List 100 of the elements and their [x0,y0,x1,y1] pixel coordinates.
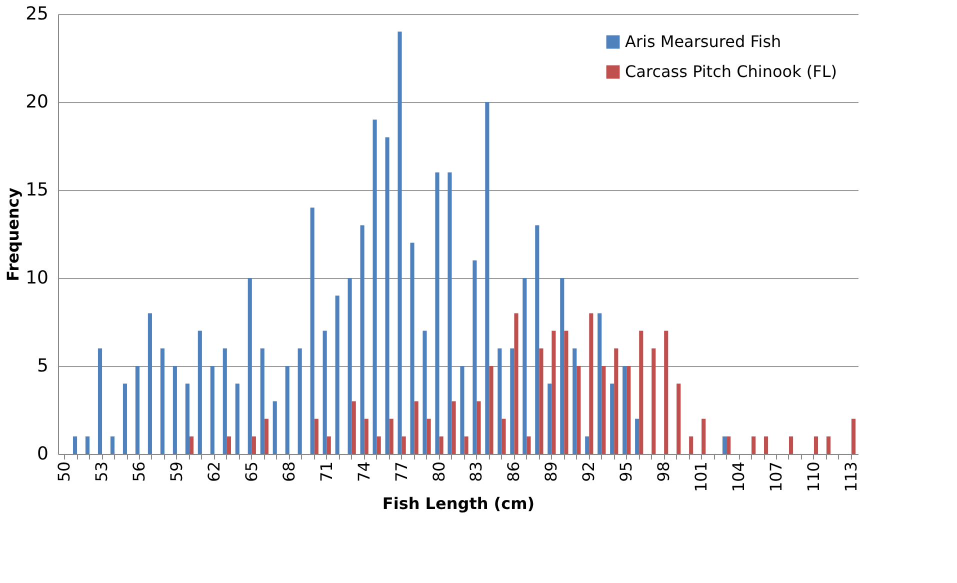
x-tick-label: 107 [766,462,786,492]
x-tick-label: 98 [654,462,674,482]
x-tick-label: 104 [729,462,748,492]
bar [522,278,527,454]
bar [722,436,727,454]
bar [322,330,327,454]
bar [602,366,606,454]
bar [185,384,190,454]
bar [526,436,531,454]
bar [676,384,681,454]
bar [514,313,518,454]
bar [464,436,468,454]
bar [264,418,268,454]
bar [764,436,768,454]
bar [426,418,431,454]
bar [635,418,640,454]
bar [560,278,564,454]
bar [252,436,256,454]
bar [489,366,494,454]
x-axis-title: Fish Length (cm) [382,494,535,514]
bar [348,278,352,454]
bar [414,401,418,454]
bar [726,436,731,454]
bar [160,348,164,454]
bar [410,242,414,454]
x-tick-label: 68 [279,462,298,482]
x-tick-label: 50 [54,462,74,482]
bar [502,418,506,454]
x-tick-label: 53 [92,462,112,482]
x-tick-label: 80 [429,462,448,482]
x-tick-label: 89 [542,462,561,482]
y-tick-label: 25 [26,4,48,24]
bar [376,436,381,454]
y-axis-title: Frequency [4,187,23,282]
x-tick-label: 83 [466,462,486,482]
legend-label: Aris Mearsured Fish [625,32,782,51]
bar [398,32,402,454]
bar [535,225,540,454]
bar [122,384,128,454]
bar [585,436,590,454]
x-tick-label: 56 [130,462,148,482]
bar [610,384,614,454]
bar [752,436,756,454]
x-tick-label: 59 [166,462,186,482]
bar [510,348,514,454]
bar [564,330,568,454]
bar [448,172,452,454]
bar [314,418,318,454]
bar [460,366,464,454]
bar [260,348,264,454]
bar [364,418,368,454]
bar [310,208,314,454]
bar [452,401,456,454]
x-tick-label: 113 [841,462,860,492]
x-tick-label: 95 [616,462,636,482]
bar [552,330,556,454]
y-tick-label: 20 [26,92,48,112]
bar [422,330,427,454]
bar [198,330,202,454]
bar [598,313,602,454]
x-tick-label: 92 [579,462,598,482]
bar [85,436,90,454]
bar [272,401,277,454]
bar [402,436,406,454]
bar [298,348,302,454]
bar [148,313,152,454]
bar [222,348,227,454]
bar [98,348,102,454]
bar [110,436,115,454]
bar [226,436,231,454]
bar [639,330,644,454]
bar [485,102,490,454]
bar [472,260,477,454]
bar [576,366,581,454]
bar [826,436,831,454]
bar [539,348,544,454]
bar [435,172,440,454]
bar [385,137,390,454]
bar [702,418,706,454]
bar [360,225,364,454]
bar [439,436,444,454]
bar [372,120,377,454]
bar [652,348,656,454]
bar [172,366,177,454]
bar [476,401,481,454]
y-tick-label: 15 [26,180,48,200]
x-tick-label: 71 [316,462,336,482]
bar [589,313,594,454]
bar [851,418,856,454]
x-tick-label: 77 [392,462,411,482]
bar [210,366,214,454]
y-tick-label: 5 [37,356,48,376]
x-tick-label: 62 [204,462,224,482]
bar [335,296,340,454]
bar [389,418,394,454]
bar [498,348,502,454]
x-tick-label: 101 [692,462,711,492]
bar [689,436,694,454]
bar [788,436,794,454]
y-tick-label: 10 [26,268,48,288]
